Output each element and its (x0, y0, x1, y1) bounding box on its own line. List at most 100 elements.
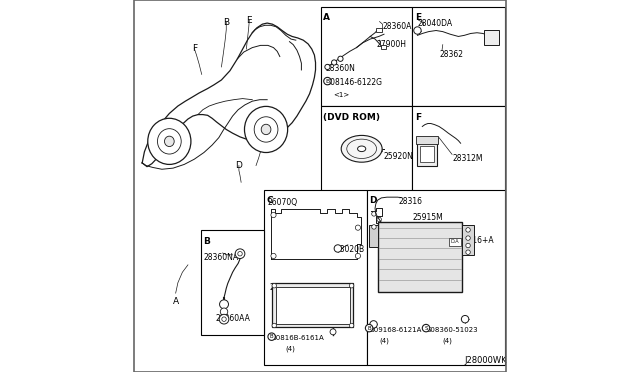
Circle shape (349, 323, 354, 328)
Circle shape (349, 283, 354, 288)
Circle shape (377, 217, 381, 222)
Circle shape (461, 315, 468, 323)
Circle shape (466, 250, 470, 254)
Text: 27900H: 27900H (376, 40, 406, 49)
Bar (484, 30, 499, 45)
Text: (DVD ROM): (DVD ROM) (323, 113, 380, 122)
Text: 26070Q: 26070Q (267, 198, 298, 207)
Text: A: A (323, 13, 330, 22)
Text: D: D (236, 161, 243, 170)
Text: C: C (258, 141, 264, 150)
Bar (381, 45, 386, 49)
Circle shape (325, 64, 330, 70)
Bar (276, 287, 350, 324)
Text: C: C (267, 196, 273, 205)
Text: B: B (367, 326, 371, 331)
Circle shape (324, 77, 331, 85)
Circle shape (222, 317, 227, 321)
Text: F: F (415, 113, 421, 122)
Ellipse shape (358, 146, 365, 152)
Text: 28360AA: 28360AA (215, 314, 250, 323)
Text: B: B (204, 237, 211, 246)
Bar (367, 190, 505, 365)
Circle shape (219, 314, 229, 324)
Bar (463, 225, 474, 255)
Text: J28000WK: J28000WK (465, 356, 507, 365)
Circle shape (238, 251, 243, 256)
Circle shape (330, 329, 336, 335)
Circle shape (271, 212, 276, 218)
Text: 28316+A: 28316+A (458, 236, 494, 245)
Circle shape (272, 323, 276, 328)
Text: 25920N: 25920N (383, 152, 413, 161)
Text: B09168-6121A: B09168-6121A (369, 327, 422, 333)
Circle shape (220, 308, 228, 315)
Ellipse shape (244, 106, 287, 153)
Circle shape (268, 333, 275, 340)
Circle shape (372, 225, 376, 229)
Text: (4): (4) (443, 338, 452, 344)
Bar (417, 143, 437, 166)
Ellipse shape (261, 124, 271, 135)
Text: B: B (270, 334, 273, 339)
Circle shape (355, 253, 360, 259)
Text: 28360N: 28360N (326, 64, 355, 73)
Text: S08360-51023: S08360-51023 (426, 327, 477, 333)
Circle shape (422, 324, 429, 332)
Text: B: B (223, 18, 229, 27)
Bar (416, 136, 438, 144)
Text: 25915M: 25915M (412, 213, 443, 222)
Text: D.A: D.A (451, 239, 460, 244)
Ellipse shape (347, 139, 376, 158)
Ellipse shape (254, 117, 278, 142)
Circle shape (220, 300, 228, 309)
Circle shape (370, 321, 378, 328)
Bar (376, 28, 383, 32)
Text: <1>: <1> (333, 92, 349, 98)
Bar (264, 190, 367, 365)
Text: 28040DA: 28040DA (417, 19, 452, 28)
Circle shape (466, 228, 470, 232)
Circle shape (466, 236, 470, 240)
Circle shape (272, 283, 276, 288)
Text: 28061M: 28061M (269, 283, 300, 292)
Text: A: A (173, 297, 179, 306)
Bar (201, 230, 264, 335)
Ellipse shape (148, 118, 191, 164)
Ellipse shape (157, 129, 181, 154)
Bar (449, 238, 461, 246)
Text: E: E (415, 13, 421, 22)
Text: (4): (4) (380, 338, 389, 344)
Ellipse shape (164, 136, 174, 147)
Text: 28020B: 28020B (336, 245, 365, 254)
Circle shape (355, 225, 360, 230)
Text: F: F (192, 44, 197, 53)
Circle shape (365, 324, 373, 332)
Circle shape (334, 245, 342, 252)
Ellipse shape (341, 135, 382, 162)
Text: 28316: 28316 (398, 197, 422, 206)
Circle shape (372, 212, 376, 216)
Bar (412, 7, 505, 106)
Bar (369, 225, 378, 247)
Bar (321, 106, 412, 192)
Circle shape (332, 60, 337, 65)
Text: B: B (325, 78, 330, 84)
Circle shape (235, 249, 245, 259)
Circle shape (271, 253, 276, 259)
Text: B0816B-6161A: B0816B-6161A (271, 335, 324, 341)
Circle shape (338, 56, 343, 61)
Bar (378, 222, 463, 292)
Text: (4): (4) (286, 345, 296, 352)
Circle shape (413, 27, 421, 34)
Text: E: E (246, 16, 252, 25)
Text: 28312M: 28312M (452, 154, 483, 163)
Text: 28360A: 28360A (383, 22, 412, 31)
Text: 28360NA: 28360NA (204, 253, 239, 262)
Bar (412, 106, 505, 192)
Circle shape (466, 243, 470, 248)
Bar (273, 283, 353, 327)
Text: 28362: 28362 (439, 50, 463, 59)
Text: B08146-6122G: B08146-6122G (326, 78, 383, 87)
Text: S: S (424, 326, 428, 331)
